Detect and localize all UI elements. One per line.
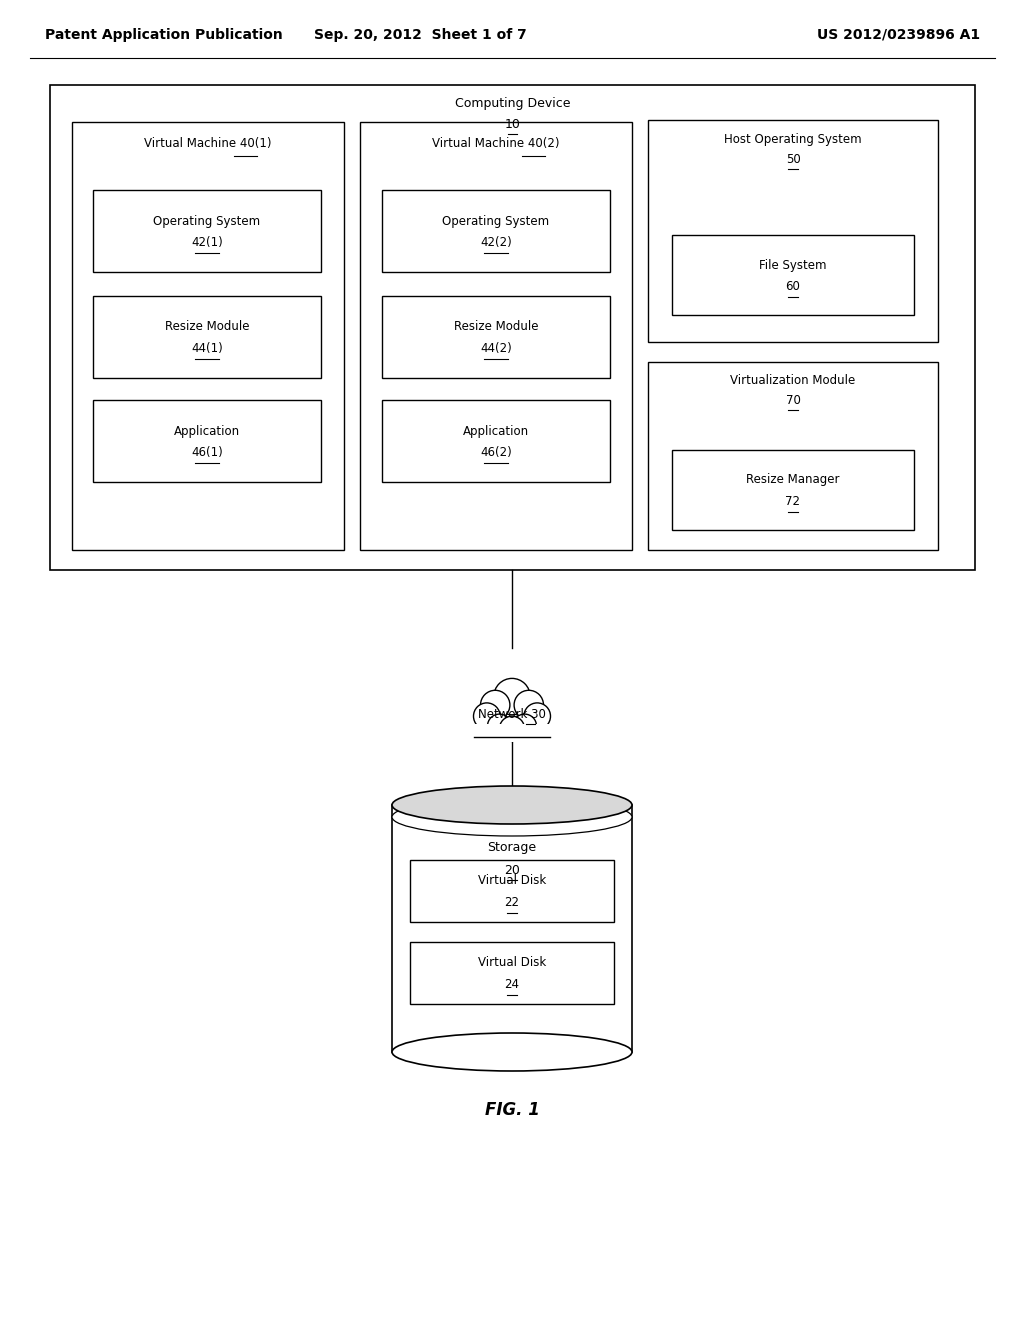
Text: Network 30: Network 30 (478, 708, 546, 721)
Circle shape (524, 702, 551, 730)
Ellipse shape (392, 785, 632, 824)
FancyBboxPatch shape (382, 296, 610, 378)
FancyBboxPatch shape (93, 400, 321, 482)
Text: 46(2): 46(2) (480, 446, 512, 459)
Ellipse shape (392, 799, 632, 836)
Text: Virtual Disk: Virtual Disk (478, 957, 546, 969)
Text: 42(1): 42(1) (191, 236, 223, 249)
Text: 44(2): 44(2) (480, 342, 512, 355)
Text: Computing Device: Computing Device (455, 98, 570, 111)
Text: File System: File System (759, 259, 826, 272)
FancyBboxPatch shape (648, 362, 938, 550)
Text: 42(2): 42(2) (480, 236, 512, 249)
Text: Virtual Machine 40(2): Virtual Machine 40(2) (432, 137, 560, 150)
Circle shape (514, 690, 544, 719)
Circle shape (500, 717, 524, 742)
Text: Operating System: Operating System (154, 214, 260, 227)
FancyBboxPatch shape (648, 120, 938, 342)
FancyBboxPatch shape (360, 121, 632, 550)
Text: 50: 50 (785, 153, 801, 166)
Text: 72: 72 (785, 495, 801, 508)
Text: Application: Application (174, 425, 240, 437)
Text: Virtual Disk: Virtual Disk (478, 875, 546, 887)
Text: 46(1): 46(1) (191, 446, 223, 459)
Text: Application: Application (463, 425, 529, 437)
FancyBboxPatch shape (672, 450, 914, 531)
Text: 60: 60 (785, 280, 801, 293)
Ellipse shape (392, 1034, 632, 1071)
Text: Resize Module: Resize Module (165, 321, 249, 334)
Text: Virtual Machine 40(1): Virtual Machine 40(1) (144, 137, 271, 150)
Text: 24: 24 (505, 978, 519, 991)
Text: 20: 20 (504, 865, 520, 878)
Circle shape (513, 714, 537, 738)
FancyBboxPatch shape (672, 235, 914, 315)
FancyBboxPatch shape (410, 942, 614, 1005)
Circle shape (487, 714, 511, 738)
FancyBboxPatch shape (473, 723, 551, 742)
Text: Operating System: Operating System (442, 214, 550, 227)
Text: Storage: Storage (487, 841, 537, 854)
Text: Resize Manager: Resize Manager (746, 474, 840, 487)
Text: US 2012/0239896 A1: US 2012/0239896 A1 (817, 28, 980, 42)
Text: FIG. 1: FIG. 1 (484, 1101, 540, 1119)
Text: Patent Application Publication: Patent Application Publication (45, 28, 283, 42)
Text: Host Operating System: Host Operating System (724, 132, 862, 145)
Circle shape (494, 678, 530, 715)
FancyBboxPatch shape (72, 121, 344, 550)
FancyBboxPatch shape (392, 805, 632, 1052)
FancyBboxPatch shape (410, 861, 614, 921)
Text: Virtualization Module: Virtualization Module (730, 374, 856, 387)
FancyBboxPatch shape (93, 296, 321, 378)
Text: 70: 70 (785, 395, 801, 408)
Circle shape (473, 702, 500, 730)
FancyBboxPatch shape (382, 190, 610, 272)
FancyBboxPatch shape (93, 190, 321, 272)
Text: 22: 22 (505, 896, 519, 909)
Text: 44(1): 44(1) (191, 342, 223, 355)
FancyBboxPatch shape (382, 400, 610, 482)
Circle shape (480, 690, 510, 719)
Text: Sep. 20, 2012  Sheet 1 of 7: Sep. 20, 2012 Sheet 1 of 7 (313, 28, 526, 42)
Text: Resize Module: Resize Module (454, 321, 539, 334)
Text: 10: 10 (505, 119, 520, 132)
FancyBboxPatch shape (50, 84, 975, 570)
